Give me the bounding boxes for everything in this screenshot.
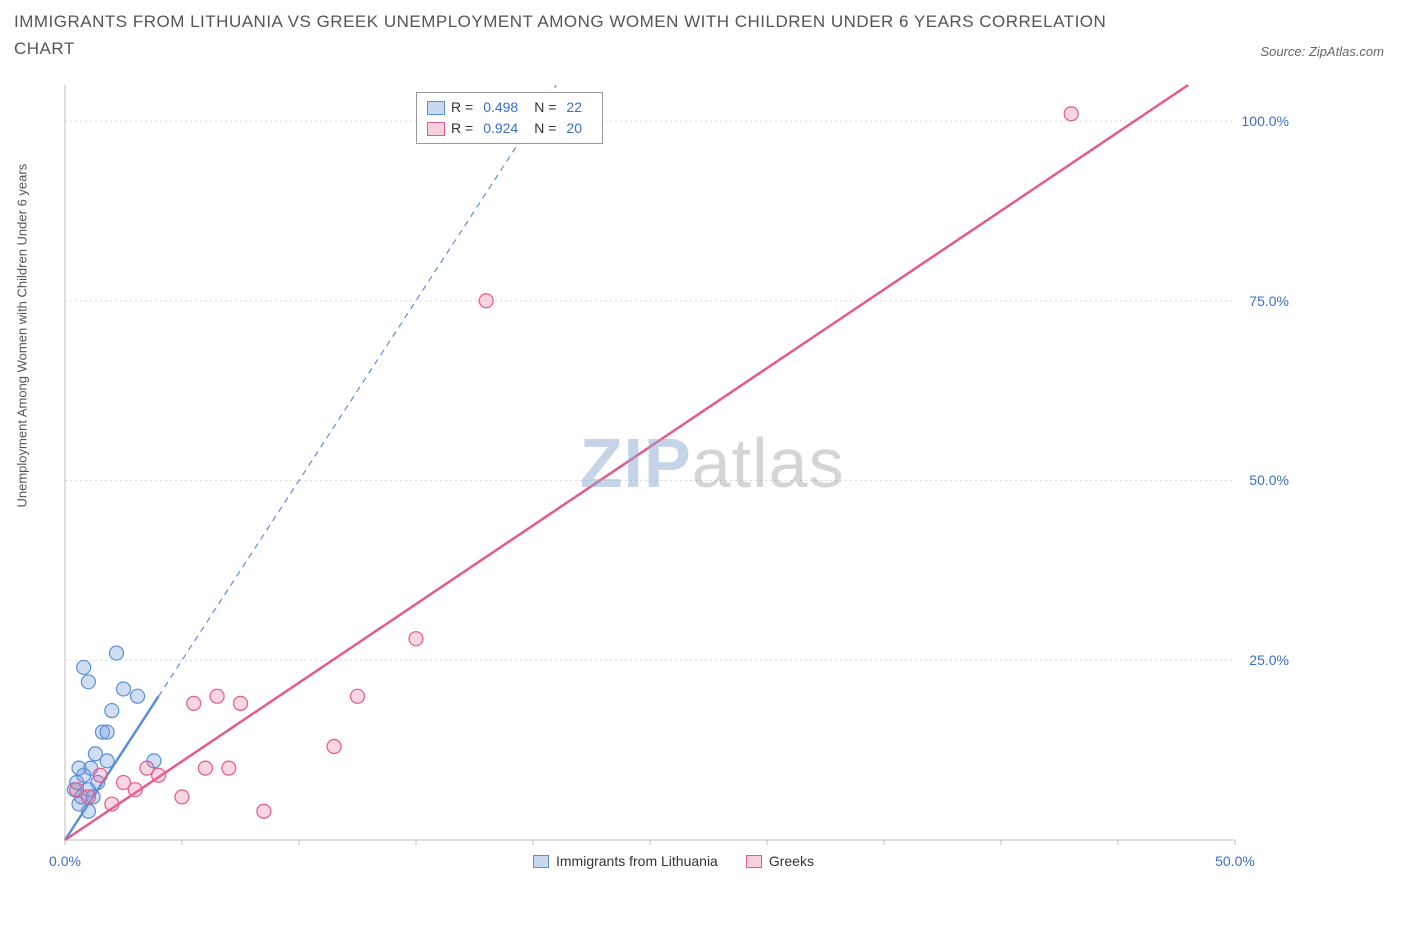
y-tick-label: 50.0% [1249, 472, 1289, 488]
series-name: Immigrants from Lithuania [556, 853, 718, 869]
r-value: 0.498 [483, 97, 518, 118]
legend-swatch [427, 101, 445, 115]
series-legend-item: Greeks [746, 853, 814, 869]
r-label: R = [451, 97, 473, 118]
series-legend-item: Immigrants from Lithuania [533, 853, 718, 869]
legend-swatch [427, 122, 445, 136]
x-tick-label: 50.0% [1215, 853, 1255, 869]
source-name: ZipAtlas.com [1309, 44, 1384, 59]
chart-title: IMMIGRANTS FROM LITHUANIA VS GREEK UNEMP… [14, 8, 1164, 62]
y-tick-label: 75.0% [1249, 293, 1289, 309]
legend-swatch [533, 855, 549, 868]
y-tick-label: 25.0% [1249, 652, 1289, 668]
correlation-legend-row: R = 0.498 N = 22 [427, 97, 592, 118]
x-tick-label: 0.0% [49, 853, 81, 869]
correlation-legend: R = 0.498 N = 22 R = 0.924 N = 20 [416, 92, 603, 144]
source-label: Source: [1260, 44, 1308, 59]
legend-swatch [746, 855, 762, 868]
n-label: N = [534, 118, 556, 139]
r-value: 0.924 [483, 118, 518, 139]
y-tick-label: 100.0% [1242, 113, 1289, 129]
scatter-chart [55, 75, 1305, 875]
y-axis-label: Unemployment Among Women with Children U… [15, 164, 30, 508]
source-attribution: Source: ZipAtlas.com [1260, 44, 1384, 59]
series-name: Greeks [769, 853, 814, 869]
n-label: N = [534, 97, 556, 118]
correlation-legend-row: R = 0.924 N = 20 [427, 118, 592, 139]
n-value: 20 [566, 118, 582, 139]
series-legend: Immigrants from Lithuania Greeks [533, 853, 814, 869]
n-value: 22 [566, 97, 582, 118]
r-label: R = [451, 118, 473, 139]
chart-plot-area: ZIPatlas R =0.498N =22R =0.924N =20 Immi… [55, 75, 1305, 875]
